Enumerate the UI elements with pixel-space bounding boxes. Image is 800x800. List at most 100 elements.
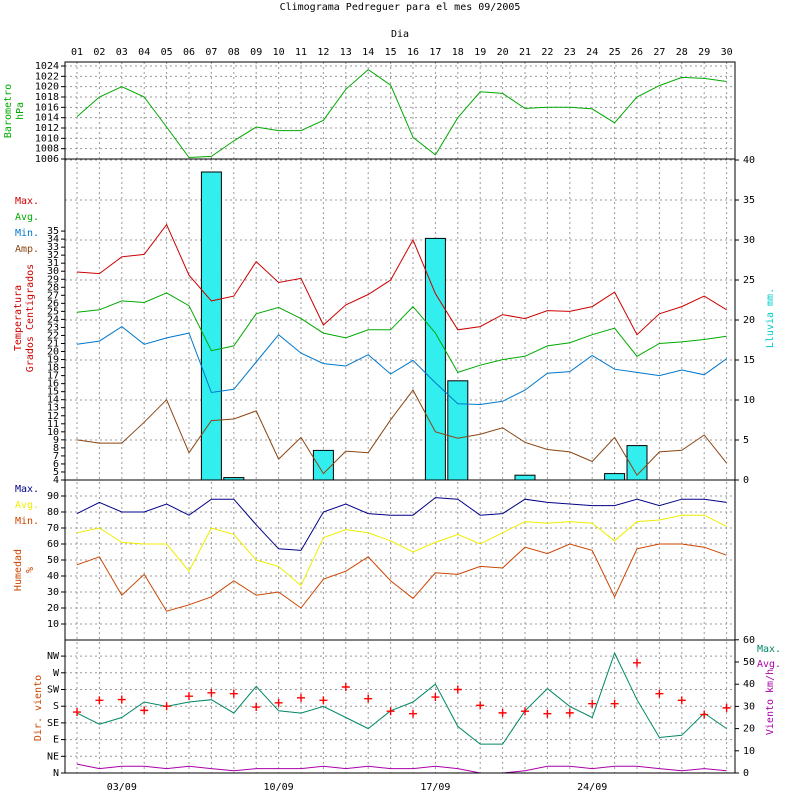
temp-tick-label: 8: [53, 443, 59, 454]
temp-amp-line: [76, 389, 727, 477]
wind-direction-marker: [521, 707, 529, 716]
barometer-tick-label: 1018: [35, 92, 59, 103]
day-label-17: 17: [429, 47, 441, 58]
barometer-ylabel-line1: Barometro: [3, 84, 14, 138]
wind-direction-marker: [431, 693, 440, 702]
wind-direction-marker: [297, 693, 305, 702]
temp-tick-label: 4: [53, 475, 59, 486]
temp-tick-label: 34: [47, 234, 59, 245]
wind-speed-tick-label: 50: [743, 657, 755, 668]
temp-tick-label: 7: [53, 451, 59, 462]
temp-tick-label: 9: [53, 435, 59, 446]
barometer-line: [76, 68, 727, 159]
wind-direction-marker: [588, 699, 597, 708]
day-label-27: 27: [653, 47, 665, 58]
wind-avg-line: [76, 763, 727, 774]
wind-dir-label-NW: NW: [47, 651, 60, 662]
day-label-23: 23: [564, 47, 576, 58]
rain-tick-label: 10: [743, 395, 755, 406]
day-label-16: 16: [407, 47, 419, 58]
barometer-tick-label: 1016: [35, 102, 59, 113]
humidity-avg-line: [76, 514, 727, 587]
wind-direction-marker: [543, 709, 552, 718]
wind-direction-marker: [319, 696, 328, 705]
legend-amp: Amp.: [15, 244, 39, 255]
wind-legend-avg: Avg.: [757, 659, 781, 670]
wind-dir-ylabel: Dir. viento: [33, 675, 44, 741]
barometer-tick-label: 1014: [35, 113, 59, 124]
wind-direction-marker: [386, 707, 395, 716]
rain-tick-label: 30: [743, 235, 755, 246]
rain-bar-day-7: [200, 171, 222, 481]
temp-ylabel-line1: Temperatura: [13, 285, 24, 351]
temp-tick-label: 14: [47, 395, 59, 406]
temp-tick-label: 27: [47, 290, 59, 301]
rain-tick-label: 25: [743, 275, 755, 286]
wind-direction-marker: [700, 710, 709, 719]
wind-direction-marker: [633, 658, 641, 667]
day-label-09: 09: [250, 47, 262, 58]
day-label-13: 13: [340, 47, 352, 58]
wind-speed-tick-label: 40: [743, 679, 755, 690]
wind-direction-marker: [73, 708, 81, 717]
week-label-17/09: 17/09: [420, 782, 450, 793]
barometer-tick-label: 1012: [35, 123, 59, 134]
week-label-03/09: 03/09: [107, 782, 137, 793]
humidity-tick-label: 80: [47, 507, 59, 518]
humidity-tick-label: 40: [47, 571, 59, 582]
wind-direction-marker: [341, 682, 350, 691]
temp-tick-label: 23: [47, 322, 59, 333]
wind-direction-marker: [476, 701, 485, 710]
day-label-06: 06: [183, 47, 195, 58]
temp-tick-label: 18: [47, 363, 59, 374]
wind-speed-tick-label: 10: [743, 746, 755, 757]
humidity-tick-label: 60: [47, 539, 59, 550]
wind-direction-marker: [565, 708, 574, 717]
temp-tick-label: 11: [47, 419, 59, 430]
rain-tick-label: 0: [743, 475, 749, 486]
barometer-tick-label: 1022: [35, 71, 59, 82]
wind-direction-marker: [95, 696, 104, 705]
chart-title: Climograma Pedreguer para el mes 09/2005: [280, 2, 521, 13]
wind-dir-label-SE: SE: [47, 718, 59, 729]
wind-direction-marker: [409, 709, 417, 718]
wind-direction-marker: [252, 703, 261, 712]
temp-tick-label: 29: [47, 274, 59, 285]
temp-tick-label: 25: [47, 306, 59, 317]
day-label-11: 11: [295, 47, 307, 58]
temp-tick-label: 32: [47, 250, 59, 261]
barometer-tick-label: 1010: [35, 133, 59, 144]
temp-tick-label: 15: [47, 387, 59, 398]
week-label-10/09: 10/09: [264, 782, 294, 793]
humidity-tick-label: 50: [47, 555, 59, 566]
wind-direction-marker: [498, 708, 507, 717]
day-label-29: 29: [698, 47, 710, 58]
day-label-24: 24: [586, 47, 598, 58]
legend-avg: Avg.: [15, 212, 39, 223]
rain-tick-label: 5: [743, 435, 749, 446]
day-label-08: 08: [228, 47, 240, 58]
humidity-ylabel-line1: Humedad: [13, 549, 24, 591]
wind-direction-marker: [207, 688, 216, 697]
day-label-01: 01: [71, 47, 83, 58]
wind-legend-max: Max.: [757, 644, 781, 655]
rain-tick-label: 20: [743, 315, 755, 326]
humidity-legend-avg: Avg.: [15, 500, 39, 511]
rain-ylabel: Lluvia mm.: [765, 288, 776, 348]
barometer-ylabel-line2: hPa: [15, 102, 26, 120]
temp-tick-label: 35: [47, 226, 59, 237]
temp-tick-label: 10: [47, 427, 59, 438]
wind-dir-label-W: W: [53, 668, 60, 679]
temp-tick-label: 26: [47, 298, 59, 309]
day-label-15: 15: [385, 47, 397, 58]
wind-dir-label-N: N: [53, 768, 59, 779]
wind-direction-marker: [364, 694, 373, 703]
wind-direction-marker: [610, 699, 619, 708]
wind-direction-marker: [229, 689, 238, 698]
barometer-tick-label: 1024: [35, 61, 59, 72]
rain-bar-day-17: [424, 237, 446, 481]
wind-direction-marker: [162, 702, 171, 711]
humidity-max-line: [76, 497, 727, 551]
wind-direction-marker: [274, 698, 283, 707]
